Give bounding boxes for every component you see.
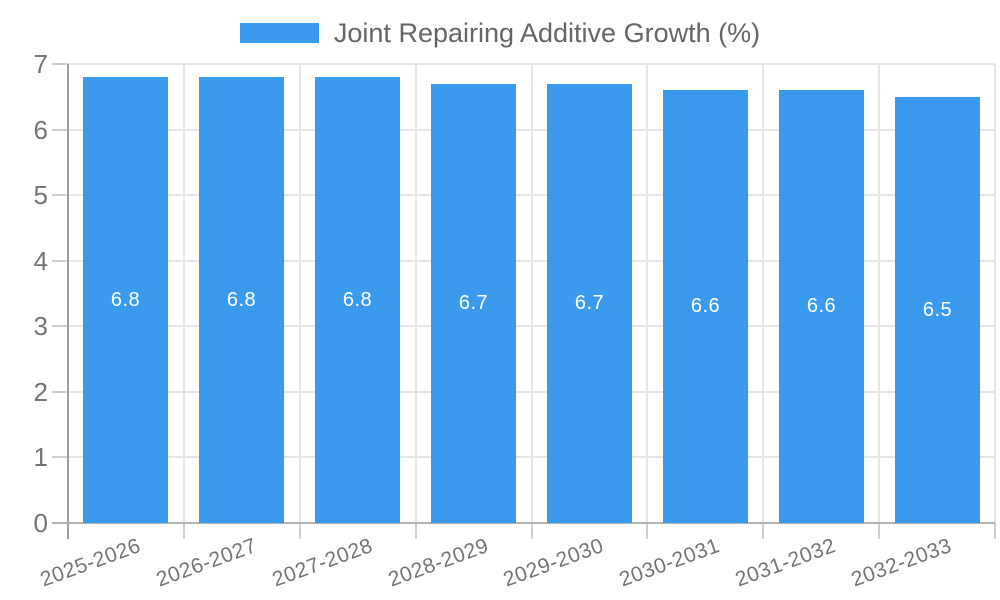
y-tick-mark [52, 456, 68, 458]
x-tick-mark [531, 523, 533, 539]
x-axis-category-label: 2028-2029 [385, 534, 492, 592]
legend-swatch [239, 23, 319, 43]
y-axis-tick-label: 7 [33, 49, 48, 79]
x-tick-mark [415, 523, 417, 539]
x-gridline [646, 64, 648, 523]
x-gridline [878, 64, 880, 523]
bar[interactable]: 6.8 [199, 77, 284, 523]
x-axis-category-label: 2030-2031 [616, 534, 723, 592]
x-axis-category-label: 2027-2028 [269, 534, 376, 592]
x-axis-category-label: 2031-2032 [732, 534, 839, 592]
x-tick-mark [878, 523, 880, 539]
y-axis-tick-label: 6 [33, 115, 48, 145]
y-axis-tick-label: 1 [33, 442, 48, 472]
y-tick-mark [52, 260, 68, 262]
bar[interactable]: 6.7 [431, 84, 516, 523]
x-tick-mark [183, 523, 185, 539]
legend[interactable]: Joint Repairing Additive Growth (%) [0, 17, 1000, 48]
bar-value-label: 6.6 [690, 295, 721, 317]
x-axis-category-label: 2025-2026 [37, 534, 144, 592]
x-axis-line [52, 522, 995, 524]
bar[interactable]: 6.7 [547, 84, 632, 523]
bar[interactable]: 6.8 [83, 77, 168, 523]
bar[interactable]: 6.5 [895, 97, 980, 523]
x-gridline [762, 64, 764, 523]
x-tick-mark [994, 523, 996, 539]
x-gridline [531, 64, 533, 523]
legend-label: Joint Repairing Additive Growth (%) [333, 17, 761, 48]
y-tick-mark [52, 194, 68, 196]
x-axis-category-label: 2032-2033 [848, 534, 955, 592]
y-axis-tick-label: 5 [33, 180, 48, 210]
x-tick-mark [646, 523, 648, 539]
y-tick-mark [52, 391, 68, 393]
y-axis-line [67, 64, 69, 539]
y-axis-tick-label: 0 [33, 508, 48, 538]
x-gridline [415, 64, 417, 523]
y-axis-tick-label: 3 [33, 311, 48, 341]
bar[interactable]: 6.6 [663, 90, 748, 523]
x-axis-category-label: 2026-2027 [153, 534, 260, 592]
bar[interactable]: 6.6 [779, 90, 864, 523]
x-gridline [299, 64, 301, 523]
bar-value-label: 6.6 [806, 295, 837, 317]
x-tick-mark [762, 523, 764, 539]
x-tick-mark [299, 523, 301, 539]
x-axis-category-label: 2029-2030 [500, 534, 607, 592]
bar-value-label: 6.7 [458, 292, 489, 314]
x-gridline [994, 64, 996, 523]
x-gridline [183, 64, 185, 523]
bar-value-label: 6.8 [342, 288, 373, 311]
y-tick-mark [52, 129, 68, 131]
y-tick-mark [52, 325, 68, 327]
bar-value-label: 6.5 [922, 298, 953, 321]
y-axis-tick-label: 4 [33, 246, 48, 276]
y-axis-tick-label: 2 [33, 377, 48, 407]
bar-value-label: 6.7 [574, 292, 605, 314]
y-tick-mark [52, 63, 68, 65]
bar-value-label: 6.8 [110, 288, 141, 311]
bar[interactable]: 6.8 [315, 77, 400, 523]
bar-value-label: 6.8 [226, 288, 257, 311]
